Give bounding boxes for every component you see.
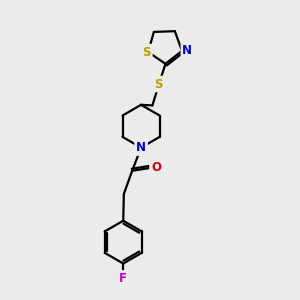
Text: N: N — [182, 44, 192, 57]
Text: N: N — [136, 141, 146, 154]
Text: S: S — [154, 77, 163, 91]
Text: F: F — [119, 272, 127, 285]
Text: S: S — [142, 46, 151, 59]
Text: O: O — [151, 161, 161, 174]
